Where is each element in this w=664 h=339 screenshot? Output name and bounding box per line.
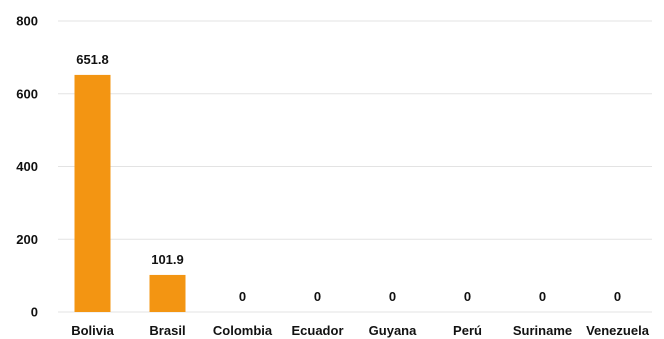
- data-label-perú: 0: [464, 289, 471, 304]
- data-label-guyana: 0: [389, 289, 396, 304]
- y-axis-ticks: 0 200 400 600 800: [16, 14, 38, 320]
- y-tick-label: 600: [16, 86, 38, 101]
- x-category-label: Perú: [453, 323, 482, 338]
- grid-layer: [58, 20, 652, 313]
- x-category-label: Guyana: [369, 323, 417, 338]
- data-label-suriname: 0: [539, 289, 546, 304]
- y-tick-label: 800: [16, 14, 38, 29]
- data-label-bolivia: 651.8: [76, 52, 109, 67]
- y-tick-label: 0: [31, 305, 38, 320]
- x-category-label: Colombia: [213, 323, 273, 338]
- data-label-venezuela: 0: [614, 289, 621, 304]
- data-label-ecuador: 0: [314, 289, 321, 304]
- bar-brasil: [149, 274, 186, 312]
- data-label-brasil: 101.9: [151, 252, 184, 267]
- x-axis-categories: Bolivia Brasil Colombia Ecuador Guyana Perú Su…: [71, 323, 650, 338]
- x-category-label: Brasil: [149, 323, 185, 338]
- x-category-label: Bolivia: [71, 323, 114, 338]
- label-layer: 651.8 101.9 0 0 0 0 0 0: [76, 52, 621, 304]
- x-category-label: Suriname: [513, 323, 572, 338]
- y-tick-label: 200: [16, 232, 38, 247]
- bar-bolivia: [74, 74, 111, 313]
- x-category-label: Ecuador: [291, 323, 343, 338]
- x-category-label: Venezuela: [586, 323, 650, 338]
- data-label-colombia: 0: [239, 289, 246, 304]
- bar-layer: [74, 74, 186, 313]
- y-tick-label: 400: [16, 159, 38, 174]
